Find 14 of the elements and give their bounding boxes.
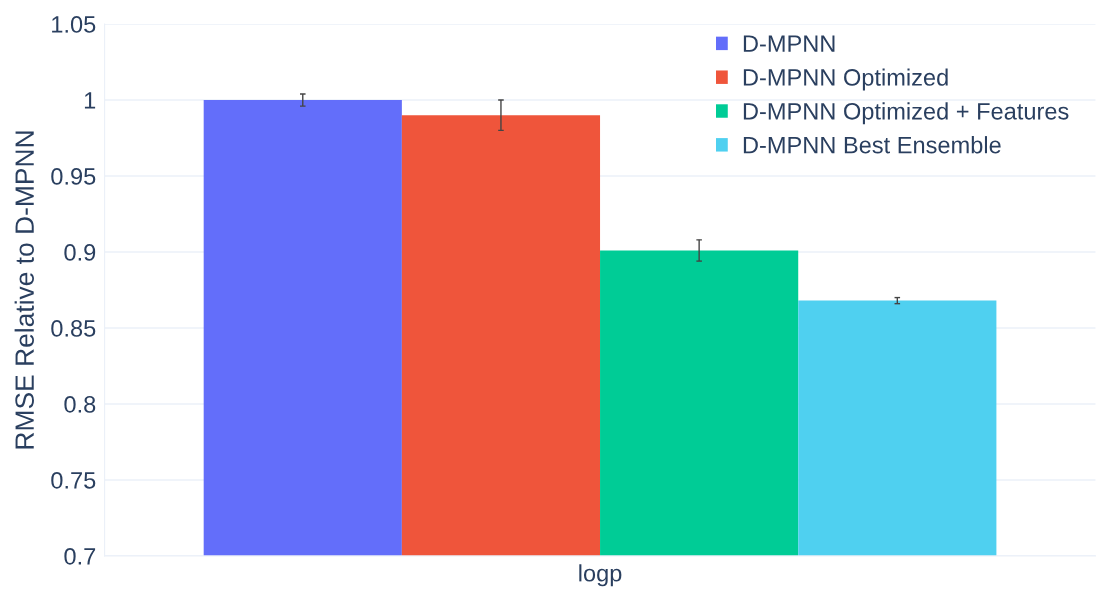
y-tick-label: 0.75 [51,472,96,489]
y-tick-label: 0.95 [51,168,96,185]
legend-label: D-MPNN Best Ensemble [743,136,1001,154]
y-axis-title: RMSE Relative to D-MPNN [14,131,34,449]
x-tick-label: logp [579,564,622,587]
y-tick-label: 1.05 [52,16,96,33]
y-tick-label: 0.8 [64,396,96,413]
legend-label: D-MPNN Optimized + Features [743,102,1069,125]
y-tick-label: 0.85 [51,320,96,337]
y-tick-label: 1 [84,92,96,109]
y-tick-label: 0.7 [64,547,96,565]
y-tick-label: 0.9 [64,244,96,261]
legend-label: D-MPNN [743,35,835,52]
legend-label: D-MPNN Optimized [743,68,948,91]
